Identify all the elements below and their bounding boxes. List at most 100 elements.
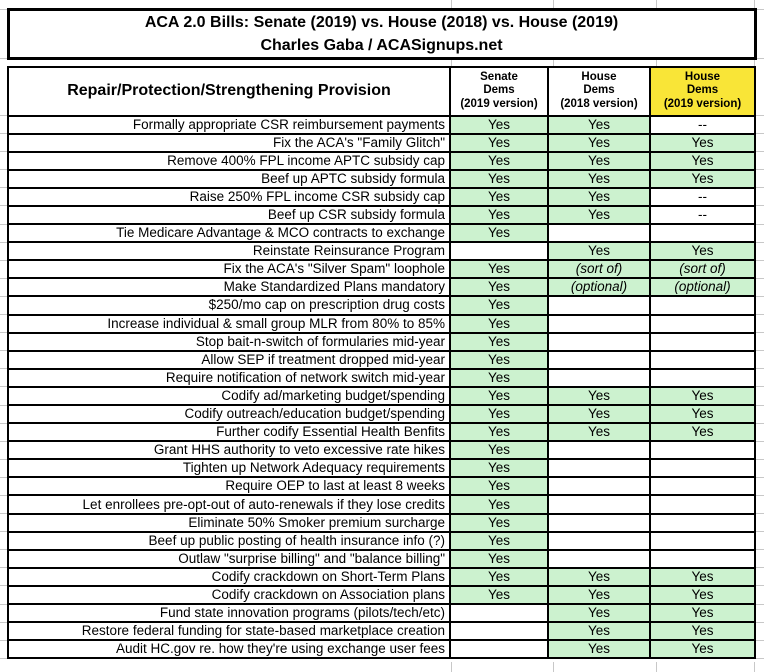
value-cell: Yes: [449, 385, 549, 407]
provision-cell: Increase individual & small group MLR fr…: [7, 313, 451, 334]
provision-cell: $250/mo cap on prescription drug costs: [7, 295, 451, 316]
value-cell: Yes: [648, 132, 757, 153]
provision-cell: Require OEP to last at least 8 weeks: [7, 476, 451, 497]
value-cell: Yes: [547, 204, 651, 226]
value-cell: [648, 548, 757, 569]
value-cell: Yes: [449, 422, 549, 443]
value-cell: Yes: [547, 168, 651, 189]
spreadsheet-gridline: [451, 58, 452, 66]
left-margin: [0, 9, 8, 59]
value-cell: Yes: [648, 621, 757, 642]
table-row: Beef up CSR subsidy formula Yes Yes --: [0, 204, 764, 226]
provision-cell: Further codify Essential Health Benfits: [7, 422, 451, 443]
title-line-1: ACA 2.0 Bills: Senate (2019) vs. House (…: [144, 14, 619, 31]
left-margin: [0, 260, 8, 279]
provision-cell: Audit HC.gov re. how they're using excha…: [7, 639, 451, 660]
left-margin: [0, 350, 8, 370]
left-margin: [0, 368, 8, 388]
provision-cell: Beef up CSR subsidy formula: [7, 204, 451, 226]
value-cell: [547, 349, 651, 370]
value-cell: Yes: [648, 584, 757, 606]
value-cell: [648, 223, 757, 244]
table-row: Raise 250% FPL income CSR subsidy cap Yes…: [0, 186, 764, 207]
spacer-row: [0, 58, 764, 67]
value-cell: [648, 440, 757, 461]
right-margin: [755, 133, 764, 153]
table-row: Allow SEP if treatment dropped mid-year Y…: [0, 349, 764, 370]
left-margin: [0, 477, 8, 496]
value-cell: Yes: [449, 313, 549, 334]
provision-column-header: Repair/Protection/Strengthening Provisio…: [7, 65, 451, 117]
left-margin: [0, 151, 8, 171]
left-margin: [0, 205, 8, 225]
left-margin: [0, 386, 8, 406]
left-margin: [0, 115, 8, 135]
value-cell: Yes: [449, 584, 549, 606]
value-cell: Yes: [547, 114, 651, 135]
table-row: Let enrollees pre-opt-out of auto-renewa…: [0, 494, 764, 515]
table-row: Require notification of network switch m…: [0, 367, 764, 388]
spacer-cell: [8, 59, 755, 67]
value-cell: --: [648, 114, 757, 135]
right-margin: [755, 477, 764, 496]
provision-cell: Fix the ACA's "Family Glitch": [7, 132, 451, 153]
right-margin: [755, 531, 764, 551]
table-row: Increase individual & small group MLR fr…: [0, 313, 764, 334]
value-cell: Yes: [547, 584, 651, 606]
table-row: Beef up public posting of health insuran…: [0, 530, 764, 551]
value-cell: Yes: [648, 639, 757, 660]
provision-cell: Restore federal funding for state-based …: [7, 621, 451, 642]
header-row: Repair/Protection/Strengthening Provisio…: [0, 65, 764, 117]
provision-cell: Codify outreach/education budget/spendin…: [7, 403, 451, 425]
title-line-2: Charles Gaba / ACASignups.net: [260, 37, 503, 54]
right-margin: [755, 350, 764, 370]
value-cell: Yes: [449, 566, 549, 587]
provision-cell: Let enrollees pre-opt-out of auto-renewa…: [7, 494, 451, 515]
value-cell: Yes: [648, 566, 757, 587]
left-margin: [0, 169, 8, 189]
provision-cell: Make Standardized Plans mandatory: [7, 277, 451, 298]
value-cell: --: [648, 204, 757, 226]
value-cell: (sort of): [547, 259, 651, 280]
value-cell: Yes: [648, 385, 757, 407]
left-margin: [0, 405, 8, 424]
spreadsheet-gridline: [553, 0, 554, 8]
spreadsheet-gridline: [656, 662, 657, 672]
value-cell: Yes: [648, 603, 757, 624]
value-cell: Yes: [547, 639, 651, 660]
spreadsheet-gridline: [656, 58, 657, 66]
value-cell: Yes: [449, 259, 549, 280]
table-row: Stop bait-n-switch of formularies mid-ye…: [0, 331, 764, 352]
spreadsheet-gridline: [754, 662, 755, 672]
provision-cell: Reinstate Reinsurance Program: [7, 241, 451, 262]
left-margin: [0, 567, 8, 587]
value-cell: Yes: [648, 168, 757, 189]
left-margin: [0, 423, 8, 442]
table-row: Codify outreach/education budget/spendin…: [0, 403, 764, 425]
value-cell: [648, 512, 757, 533]
value-cell: Yes: [449, 403, 549, 425]
provision-cell: Grant HHS authority to veto excessive ra…: [7, 440, 451, 461]
table-row: Eliminate 50% Smoker premium surcharge Ye…: [0, 512, 764, 533]
right-margin: [755, 459, 764, 478]
value-cell: [547, 512, 651, 533]
value-cell: Yes: [449, 277, 549, 298]
value-cell: [648, 295, 757, 316]
value-cell: (sort of): [648, 259, 757, 280]
value-cell: [648, 313, 757, 334]
value-cell: Yes: [547, 186, 651, 207]
table-row: Require OEP to last at least 8 weeks Yes: [0, 476, 764, 497]
value-cell: Yes: [648, 241, 757, 262]
table-row: Formally appropriate CSR reimbursement p…: [0, 114, 764, 135]
table-row: Fund state innovation programs (pilots/t…: [0, 603, 764, 624]
value-cell: [648, 367, 757, 388]
right-margin: [755, 585, 764, 605]
spreadsheet-gridline: [656, 0, 657, 8]
value-cell: [547, 440, 651, 461]
value-cell: Yes: [449, 295, 549, 316]
right-margin: [755, 604, 764, 623]
right-margin: [755, 441, 764, 460]
value-cell: (optional): [648, 277, 757, 298]
right-margin: [755, 549, 764, 569]
table-row: Reinstate Reinsurance Program Yes Yes: [0, 241, 764, 262]
